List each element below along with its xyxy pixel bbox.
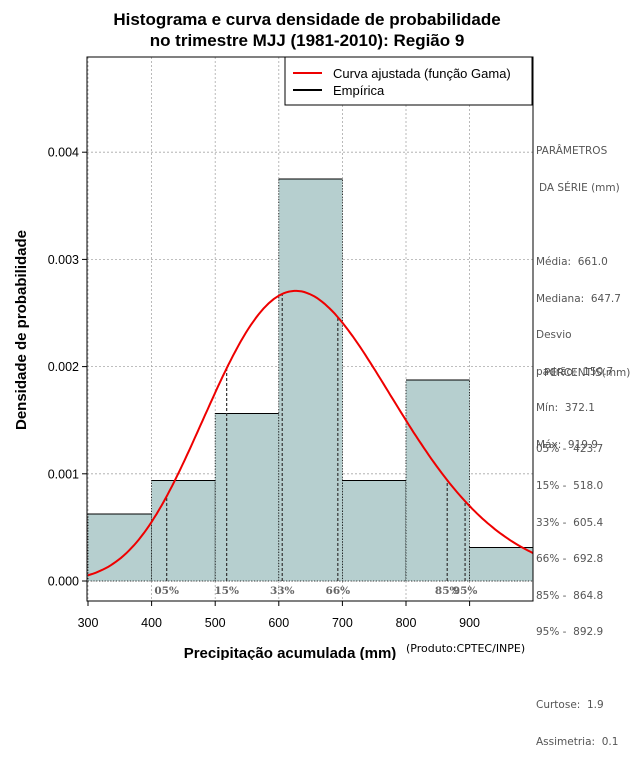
- credit-text: (Produto:CPTEC/INPE): [406, 642, 525, 655]
- percentile-label-95%: 95%: [453, 585, 478, 597]
- x-tick-label-700: 700: [332, 616, 353, 630]
- y-tick-label-2: 0.002: [48, 360, 79, 374]
- series-parameters-panel: PARÂMETROS DA SÉRIE (mm) Média: 661.0 Me…: [536, 121, 621, 463]
- y-axis-label: Densidade de probabilidade: [13, 230, 30, 430]
- x-tick-label-300: 300: [78, 616, 99, 630]
- percentile-label-15%: 15%: [214, 585, 239, 597]
- y-tick-label-3: 0.003: [48, 253, 79, 267]
- histogram-chart: Histograma e curva densidade de probabil…: [13, 10, 534, 660]
- histogram-bar-6: [405, 379, 470, 582]
- y-tick-label-0: 0.000: [48, 575, 79, 589]
- percentile-label-66%: 66%: [326, 585, 351, 597]
- percentile-label-33%: 33%: [270, 585, 295, 597]
- x-tick-label-400: 400: [141, 616, 162, 630]
- y-tick-label-1: 0.001: [48, 467, 79, 481]
- y-tick-label-4: 0.004: [48, 146, 79, 160]
- x-tick-label-500: 500: [205, 616, 226, 630]
- histogram-bar-2: [151, 480, 216, 582]
- legend-box: [284, 56, 533, 106]
- percentile-15: 15% - 518.0: [536, 480, 604, 493]
- legend-label-gamma: Curva ajustada (função Gama): [333, 66, 511, 81]
- percentile-label-05%: 05%: [154, 585, 179, 597]
- x-tick-label-900: 900: [459, 616, 480, 630]
- x-tick-label-800: 800: [396, 616, 417, 630]
- x-axis-label: Precipitação acumulada (mm): [184, 645, 397, 660]
- param-sd: padrão: 150.7: [536, 365, 614, 378]
- x-tick-label-600: 600: [268, 616, 289, 630]
- percentile-85: 85% - 864.8: [536, 589, 604, 602]
- histogram-bar-4: [278, 178, 343, 582]
- histogram-bars: [87, 178, 534, 582]
- histogram-bar-7: [469, 547, 534, 582]
- param-median: Mediana: 647.7: [536, 292, 621, 305]
- legend: Curva ajustada (função Gama) Empírica: [284, 56, 533, 106]
- chart-title-line2: no trimestre MJJ (1981-2010): Região 9: [150, 31, 465, 50]
- percentile-66: 66% - 692.8: [536, 553, 604, 566]
- percentiles-panel: PERCENTIS(mm) 05% - 423.7 15% - 518.0 33…: [536, 343, 630, 761]
- param-sd-label: Desvio: [536, 329, 572, 342]
- chart-title-line1: Histograma e curva densidade de probabil…: [113, 10, 500, 29]
- percentile-33: 33% - 605.4: [536, 516, 604, 529]
- param-mean: Média: 661.0: [536, 256, 608, 269]
- parameters-heading: PARÂMETROS: [536, 145, 608, 158]
- percentile-95: 95% - 892.9: [536, 626, 604, 639]
- legend-label-empirical: Empírica: [333, 83, 385, 98]
- percentile-05: 05% - 423.7: [536, 443, 604, 456]
- parameters-subheading: DA SÉRIE (mm): [539, 182, 620, 195]
- histogram-bar-1: [87, 513, 152, 582]
- skewness: Assimetria: 0.1: [536, 736, 619, 749]
- percentile-label-85%: 85%: [435, 585, 460, 597]
- histogram-bar-5: [341, 480, 407, 582]
- gamma-fit-curve: [87, 289, 534, 577]
- param-min: Mín: 372.1: [536, 402, 595, 415]
- percentiles-heading: PERCENTIS(mm): [544, 367, 631, 380]
- kurtosis: Curtose: 1.9: [536, 699, 604, 712]
- percentile-lines: 05% 15% 33% 66% 85%95%: [154, 293, 478, 597]
- histogram-bar-3: [214, 413, 280, 582]
- axis-ticks: 300 400 500 600 700 800 900 0.000 0.001 0.002 0.00…: [48, 146, 480, 630]
- param-max: Máx: 919.9: [536, 439, 598, 452]
